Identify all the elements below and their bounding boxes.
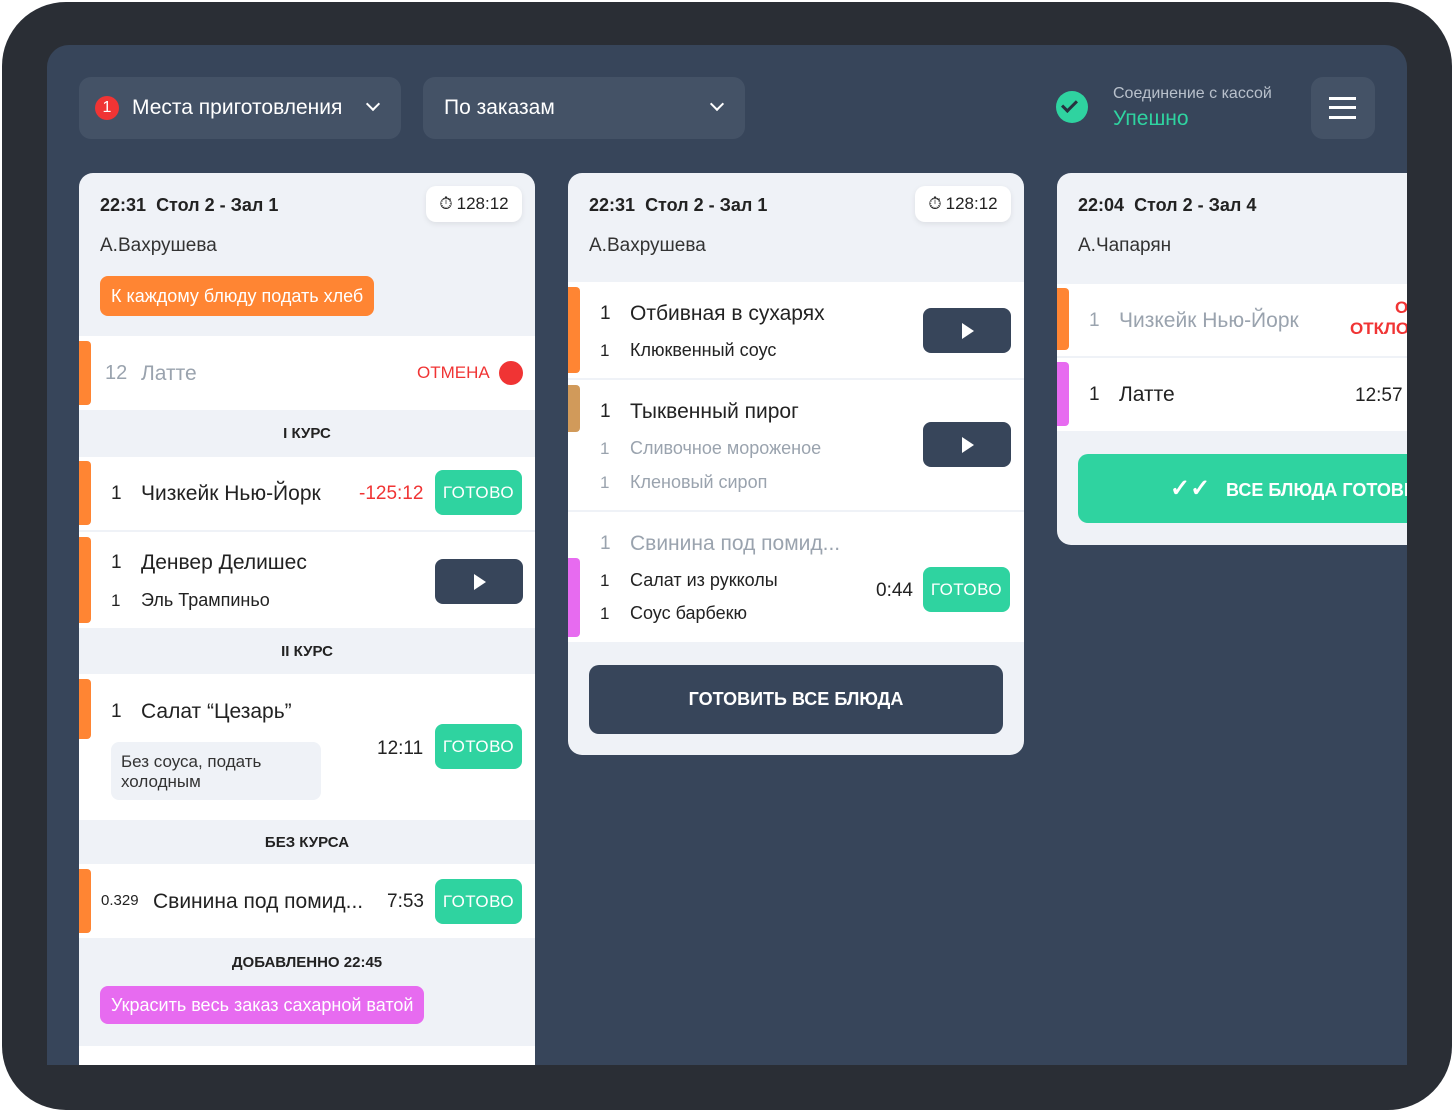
- order-item: 1 Тыквенный пирог 1 Сливочное мороженое …: [568, 380, 1024, 510]
- course-header: I КУРС: [283, 425, 331, 442]
- ready-button[interactable]: ГОТОВО: [435, 879, 522, 924]
- order-item: 1 Чизкейк Нью-Йорк О ОТКЛО: [1057, 284, 1407, 356]
- start-cooking-button[interactable]: [923, 422, 1011, 467]
- order-timer: ⏱ 128:12: [426, 186, 522, 222]
- start-cooking-button[interactable]: [923, 308, 1011, 353]
- places-dropdown[interactable]: 1 Места приготовления: [79, 77, 401, 139]
- connection-label: Соединение с кассой: [1113, 85, 1272, 102]
- order-note: К каждому блюду подать хлеб: [100, 276, 375, 316]
- added-header: ДОБАВЛЕННО 22:45: [231, 954, 383, 971]
- ready-button[interactable]: ГОТОВО: [923, 567, 1010, 612]
- ready-button[interactable]: ГОТОВО: [435, 470, 522, 515]
- ready-button[interactable]: ГОТОВО: [435, 724, 522, 769]
- kitchen-screen: 1 Места приготовления По заказам Соедине…: [47, 45, 1407, 1065]
- start-cooking-button[interactable]: [435, 559, 523, 604]
- order-item: 1 Денвер Делишес 1 Эль Трампиньо: [79, 532, 535, 628]
- order-item: 0.329 Свинина под помид... 7:53 ГОТОВО: [79, 864, 535, 938]
- grouping-label: По заказам: [444, 96, 555, 119]
- connection-status: Упешно: [1113, 107, 1189, 130]
- order-item: 1 Чизкейк Нью-Йорк -125:12 ГОТОВО: [79, 457, 535, 530]
- double-check-icon: ✓✓: [1170, 475, 1211, 502]
- chevron-down-icon: [709, 96, 725, 112]
- waiter-name: А.Чапарян: [1078, 235, 1172, 256]
- check-circle-icon: [1056, 91, 1088, 123]
- order-timer: ⏱ 128:12: [915, 186, 1011, 222]
- item-comment: Без соуса, подать холодным: [111, 742, 321, 800]
- order-item: 1 Салат “Цезарь” Без соуса, подать холод…: [79, 674, 535, 820]
- cancelled-item: 12 Латте ОТМЕНА: [79, 336, 535, 410]
- item-status: О: [1395, 298, 1407, 317]
- order-card: 22:31 Стол 2 - Зал 1 ⏱ 128:12 А.Вахрушева…: [79, 173, 535, 1065]
- hamburger-icon: [1329, 97, 1356, 119]
- course-header: II КУРС: [281, 643, 333, 660]
- order-header: 22:31 Стол 2 - Зал 1: [589, 195, 768, 215]
- stopwatch-icon: ⏱: [928, 194, 942, 213]
- order-card: 22:04 Стол 2 - Зал 4 А.Чапарян 1 Чизкейк…: [1057, 173, 1407, 545]
- order-item: [79, 1046, 535, 1065]
- added-note: Украсить весь заказ сахарной ватой: [100, 986, 425, 1024]
- course-header: БЕЗ КУРСА: [264, 834, 350, 851]
- item-status: ОТКЛО: [1350, 319, 1407, 338]
- grouping-dropdown[interactable]: По заказам: [423, 77, 745, 139]
- chevron-down-icon: [365, 96, 381, 112]
- waiter-name: А.Вахрушева: [589, 235, 706, 256]
- order-header: 22:04 Стол 2 - Зал 4: [1078, 195, 1257, 215]
- order-item: 1 Латте 12:57: [1057, 358, 1407, 431]
- stopwatch-icon: ⏱: [439, 194, 453, 213]
- cancel-status: ОТМЕНА: [417, 363, 490, 382]
- notification-badge: 1: [95, 96, 119, 120]
- order-card: 22:31 Стол 2 - Зал 1 ⏱ 128:12 А.Вахрушева…: [568, 173, 1024, 755]
- order-item: 1 Отбивная в сухарях 1 Клюквенный соус: [568, 282, 1024, 378]
- waiter-name: А.Вахрушева: [100, 235, 217, 256]
- all-ready-button[interactable]: ✓✓ ВСЕ БЛЮДА ГОТОВЬ: [1078, 454, 1407, 523]
- places-label: Места приготовления: [132, 96, 343, 119]
- menu-button[interactable]: [1311, 77, 1375, 139]
- order-item: 1 Свинина под помид... 1 Салат из руккол…: [568, 512, 1024, 642]
- status-dot-icon: [499, 361, 523, 385]
- cook-all-button[interactable]: ГОТОВИТЬ ВСЕ БЛЮДА: [589, 665, 1003, 734]
- order-header: 22:31 Стол 2 - Зал 1: [100, 195, 279, 215]
